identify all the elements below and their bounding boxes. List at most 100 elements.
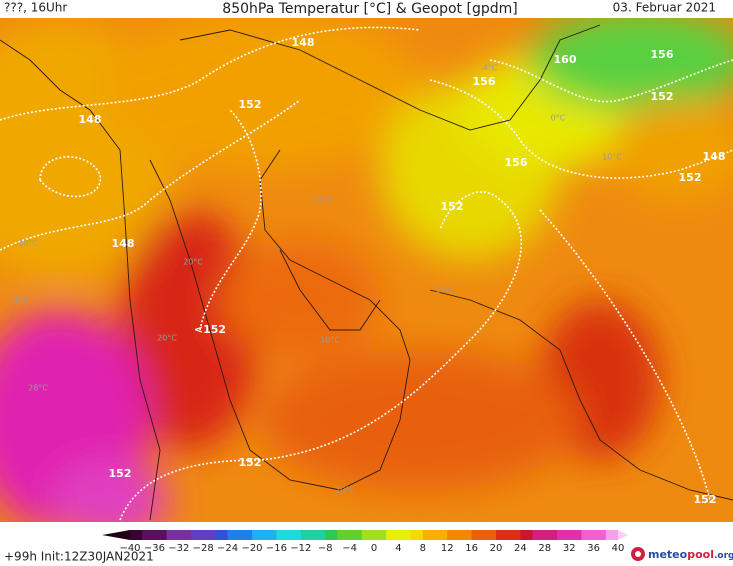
- colorbar-segment: [459, 530, 473, 540]
- contour-label: 152: [679, 171, 702, 184]
- colorbar-tick-label: −24: [217, 543, 238, 554]
- contour-label: 152: [239, 456, 262, 469]
- logo: meteopool.org: [648, 548, 733, 561]
- colorbar-segment: [581, 530, 595, 540]
- temperature-label: 0°C: [551, 114, 566, 123]
- contour-label: 156: [505, 156, 528, 169]
- colorbar-segment: [154, 530, 168, 540]
- contour-label: 152: [441, 200, 464, 213]
- contour-label: 148: [112, 237, 135, 250]
- colorbar-segment: [239, 530, 253, 540]
- colorbar-segment: [496, 530, 509, 540]
- temperature-label: 20°C: [335, 486, 355, 495]
- run-hour: ???, 16Uhr: [4, 1, 67, 15]
- colorbar-tick-label: 16: [465, 543, 478, 554]
- temperature-label: 10°C: [320, 336, 340, 345]
- temperature-label: 10°C: [313, 196, 333, 205]
- colorbar-segment: [191, 530, 204, 540]
- contour-label: 152: [651, 90, 674, 103]
- colorbar-tick-label: −20: [241, 543, 262, 554]
- colorbar-segment: [166, 530, 180, 540]
- colorbar-tick-label: −8: [318, 543, 333, 554]
- temperature-label: 16°C: [10, 296, 30, 305]
- colorbar-segment: [520, 530, 534, 540]
- colorbar-tick-label: −4: [342, 543, 357, 554]
- temperature-label: 10°C: [602, 153, 622, 162]
- colorbar-segment: [410, 530, 424, 540]
- colorbar-segment: [471, 530, 485, 540]
- colorbar-segment: [178, 530, 192, 540]
- colorbar-tick-label: 20: [490, 543, 503, 554]
- contour-label: 148: [703, 150, 726, 163]
- colorbar-segment: [349, 530, 363, 540]
- colorbar-tick-label: −12: [290, 543, 311, 554]
- colorbar-tick-label: 32: [563, 543, 576, 554]
- contour-label: 156: [651, 48, 674, 61]
- colorbar-segment: [288, 530, 302, 540]
- contour-label: <152: [194, 323, 226, 336]
- colorbar-segment: [605, 530, 619, 540]
- colorbar-segment: [215, 530, 229, 540]
- colorbar-segment: [252, 530, 265, 540]
- contour-label: 160: [554, 53, 577, 66]
- colorbar-segment: [557, 530, 570, 540]
- run-info: +99h Init:12Z30JAN2021: [4, 550, 154, 564]
- temperature-label: 10°C: [18, 239, 38, 248]
- colorbar-segment: [483, 530, 497, 540]
- colorbar-tick-label: 24: [514, 543, 527, 554]
- logo-part: meteo: [648, 548, 688, 561]
- colorbar-segment: [398, 530, 412, 540]
- colorbar-tick-label: 28: [538, 543, 551, 554]
- logo-part: pool: [687, 548, 714, 561]
- colorbar-low-end: [102, 530, 130, 540]
- colorbar-tick-label: −36: [144, 543, 165, 554]
- colorbar-segment: [532, 530, 546, 540]
- colorbar-tick-label: −16: [266, 543, 287, 554]
- logo-part: .org: [714, 551, 733, 561]
- colorbar-segment: [569, 530, 582, 540]
- colorbar-segment: [361, 530, 375, 540]
- contour-labels: 148 148 148 152 152 <152 152 152 152 156…: [79, 36, 726, 506]
- colorbar-segment: [593, 530, 607, 540]
- temperature-labels: 10°C 16°C 20°C 20°C 28°C 10°C 0°C 10°C 4…: [10, 64, 622, 495]
- colorbar-segment: [422, 530, 436, 540]
- colorbar-tick-label: 40: [612, 543, 625, 554]
- temperature-label: 28°C: [28, 384, 48, 393]
- colorbar-tick-label: −28: [193, 543, 214, 554]
- map-title: 850hPa Temperatur [°C] & Geopot [gpdm]: [222, 1, 517, 17]
- colorbar-segment: [264, 530, 277, 540]
- colorbar-tick-label: −40: [119, 543, 140, 554]
- temperature-label: 20°C: [183, 258, 203, 267]
- contour-label: 152: [109, 467, 132, 480]
- contour-label: 152: [694, 493, 717, 506]
- contour-label: 152: [239, 98, 262, 111]
- colorbar-segment: [337, 530, 351, 540]
- colorbar-tick-label: 0: [371, 543, 377, 554]
- temperature-label: 4°C: [483, 64, 498, 73]
- colorbar-high-end: [618, 530, 628, 540]
- colorbar-tick-label: 12: [441, 543, 454, 554]
- map-area: [0, 18, 733, 522]
- colorbar: −40 −36 −32 −28 −24 −20 −16 −12 −8 −4 0 4 8 12 16 20 24 2…: [102, 530, 628, 554]
- temperature-label: 10°C: [435, 286, 455, 295]
- contour-label: 156: [473, 75, 496, 88]
- logo-icon-center: [635, 551, 641, 557]
- valid-date: 03. Februar 2021: [613, 1, 716, 15]
- colorbar-tick-label: −32: [168, 543, 189, 554]
- temperature-label: 20°C: [157, 334, 177, 343]
- colorbar-segment: [203, 530, 216, 540]
- colorbar-segment: [276, 530, 290, 540]
- colorbar-segment: [300, 530, 314, 540]
- colorbar-segment: [374, 530, 387, 540]
- colorbar-segment: [435, 530, 448, 540]
- colorbar-segment: [130, 530, 143, 540]
- colorbar-segment: [227, 530, 241, 540]
- colorbar-segment: [313, 530, 326, 540]
- contour-label: 148: [292, 36, 315, 49]
- colorbar-segment: [508, 530, 521, 540]
- colorbar-tick-label: 4: [395, 543, 401, 554]
- colorbar-segment: [386, 530, 399, 540]
- colorbar-tick-label: 36: [587, 543, 600, 554]
